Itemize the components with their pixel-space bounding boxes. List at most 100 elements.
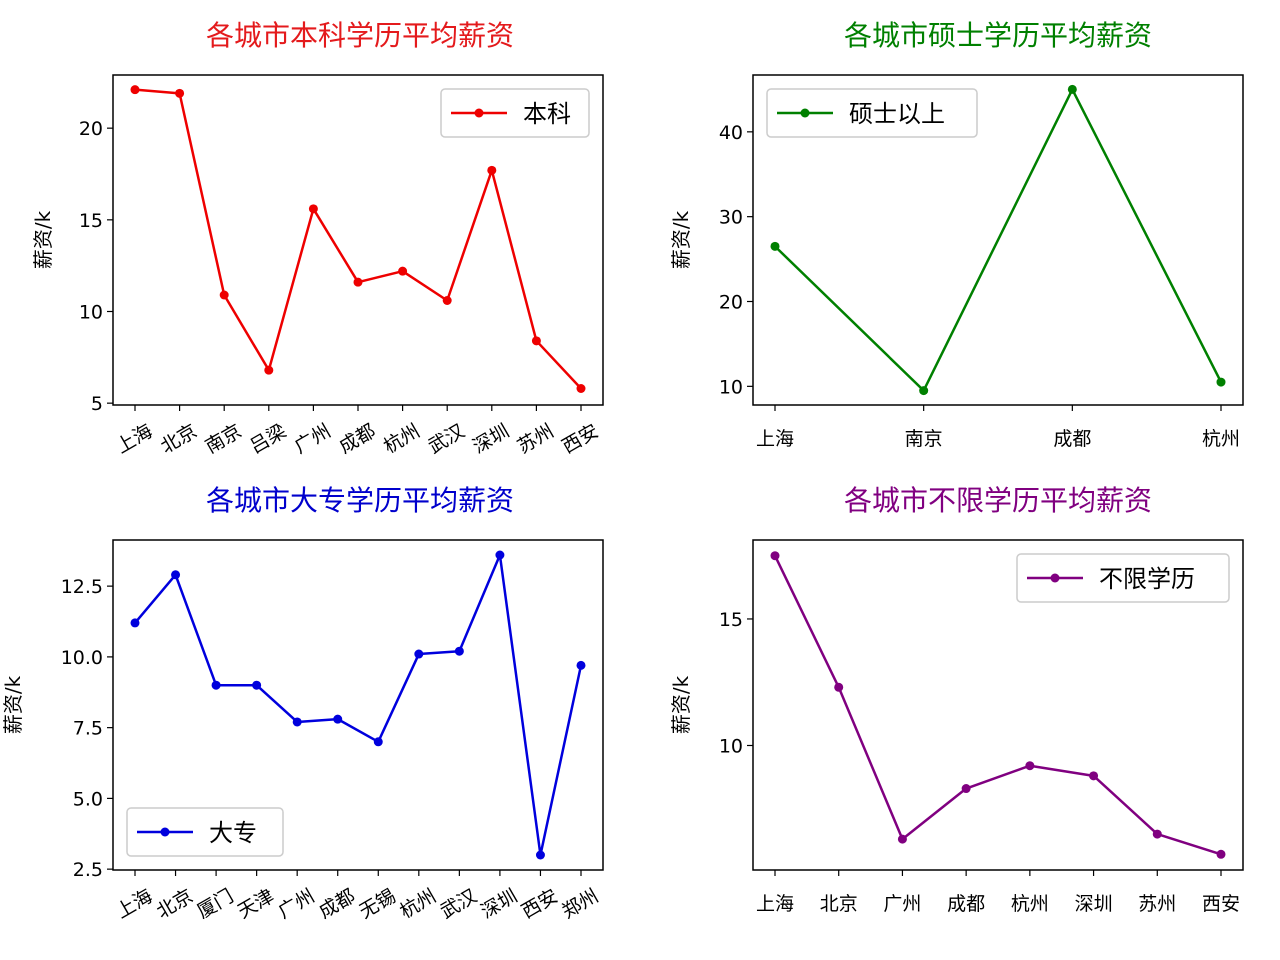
x-tick-label: 成都 — [947, 893, 985, 915]
x-tick-label: 武汉 — [425, 420, 469, 458]
subplot-2: 各城市硕士学历平均薪资 10 20 30 40 薪资/k 上海 南京 成都 杭州 硕士以上 — [669, 19, 1244, 450]
legend-label: 不限学历 — [1099, 565, 1195, 593]
data-point — [171, 570, 181, 580]
subplot-1: 各城市本科学历平均薪资 5 10 15 20 薪资/k 上海 北京 南京 吕梁 广州 成都 杭州 武汉 深圳… — [31, 19, 604, 458]
data-point — [414, 649, 424, 659]
data-point — [1067, 84, 1077, 94]
plot-frame — [112, 539, 604, 871]
x-tick-label: 广州 — [291, 420, 335, 458]
legend-marker-swatch — [800, 108, 810, 118]
legend-box — [1016, 553, 1230, 603]
y-tick-label: 12.5 — [61, 576, 103, 598]
data-point — [211, 680, 221, 690]
x-tick-label: 成都 — [1053, 428, 1091, 450]
x-tick-label: 武汉 — [437, 885, 481, 923]
x-tick-label: 苏州 — [514, 420, 558, 458]
x-tick-label: 北京 — [153, 885, 197, 923]
y-axis-label: 薪资/k — [31, 210, 55, 269]
y-tick-label: 15 — [719, 609, 743, 631]
plot-frame — [752, 539, 1244, 871]
data-point — [398, 266, 408, 276]
data-point — [219, 290, 229, 300]
y-tick-label: 40 — [719, 122, 743, 144]
legend-label: 本科 — [523, 100, 571, 128]
y-tick-label: 7.5 — [73, 718, 103, 740]
y-axis-label: 薪资/k — [1, 675, 25, 734]
y-tick-label: 10 — [719, 735, 743, 757]
legend: 不限学历 — [1016, 553, 1230, 603]
chart-title: 各城市大专学历平均薪资 — [206, 484, 514, 517]
data-point — [1025, 761, 1035, 771]
x-tick-label: 成都 — [315, 885, 359, 923]
data-point — [1216, 849, 1226, 859]
x-tick-label: 成都 — [335, 420, 379, 458]
data-point — [770, 551, 780, 561]
chart-title: 各城市本科学历平均薪资 — [206, 19, 514, 52]
x-tick-label: 杭州 — [380, 420, 424, 458]
x-tick-label: 无锡 — [356, 885, 400, 923]
x-tick-label: 上海 — [756, 893, 794, 915]
legend-marker-swatch — [160, 827, 170, 837]
y-tick-label: 20 — [719, 292, 743, 314]
subplot-3: 各城市大专学历平均薪资 2.5 5.0 7.5 10.0 12.5 薪资/k 上海北京厦门天津… — [1, 484, 604, 923]
x-tick-label: 西安 — [1202, 893, 1240, 915]
legend-marker-swatch — [1050, 573, 1060, 583]
x-tick-label: 杭州 — [1202, 428, 1240, 450]
data-point — [333, 714, 343, 724]
x-tick-label: 深圳 — [469, 420, 513, 458]
y-tick-label: 5.0 — [73, 788, 103, 810]
x-tick-label: 广州 — [883, 893, 921, 915]
y-axis-label: 薪资/k — [669, 210, 693, 269]
y-tick-label: 2.5 — [73, 859, 103, 881]
x-tick-label: 郑州 — [558, 885, 602, 923]
y-tick-label: 20 — [79, 118, 103, 140]
x-tick-label: 杭州 — [1011, 893, 1049, 915]
data-point — [373, 737, 383, 747]
x-tick-label: 南京 — [202, 420, 246, 458]
legend-box — [766, 88, 978, 138]
data-point — [961, 784, 971, 794]
data-point — [487, 165, 497, 175]
data-point — [175, 88, 185, 98]
data-point — [576, 384, 586, 393]
legend-label: 硕士以上 — [849, 100, 945, 128]
data-point — [1216, 377, 1226, 387]
x-tick-label: 南京 — [905, 428, 943, 450]
x-tick-label: 上海 — [112, 885, 156, 923]
data-point — [576, 660, 586, 670]
y-tick-label: 5 — [91, 393, 103, 415]
data-point — [495, 550, 505, 560]
data-point — [353, 277, 363, 287]
legend: 本科 — [440, 88, 590, 138]
series-line — [773, 555, 1222, 856]
x-tick-label: 西安 — [518, 885, 562, 923]
data-point — [535, 850, 545, 860]
data-point — [834, 682, 844, 692]
x-tick-label: 深圳 — [1075, 893, 1113, 915]
y-tick-label: 15 — [79, 210, 103, 232]
data-point — [252, 680, 262, 690]
x-tick-label: 上海 — [112, 420, 156, 458]
legend-box — [440, 88, 590, 138]
data-point — [442, 296, 452, 305]
x-tick-label: 厦门 — [193, 885, 237, 923]
chart-title: 各城市不限学历平均薪资 — [844, 484, 1152, 517]
x-tick-label: 杭州 — [396, 885, 440, 923]
series-line — [134, 553, 583, 857]
data-point — [130, 618, 140, 628]
x-tick-label: 苏州 — [1138, 893, 1176, 915]
data-point — [919, 386, 929, 396]
x-tick-label: 北京 — [820, 893, 858, 915]
y-tick-label: 10 — [719, 376, 743, 398]
data-point — [1089, 771, 1099, 781]
data-point — [454, 646, 464, 656]
chart-title: 各城市硕士学历平均薪资 — [844, 19, 1152, 52]
x-tick-label: 深圳 — [477, 885, 521, 923]
data-point — [531, 336, 541, 346]
x-tick-label: 上海 — [756, 428, 794, 450]
data-point — [1152, 829, 1162, 839]
legend-marker-swatch — [474, 108, 484, 118]
legend: 大专 — [126, 807, 284, 857]
series-line — [774, 88, 1223, 392]
